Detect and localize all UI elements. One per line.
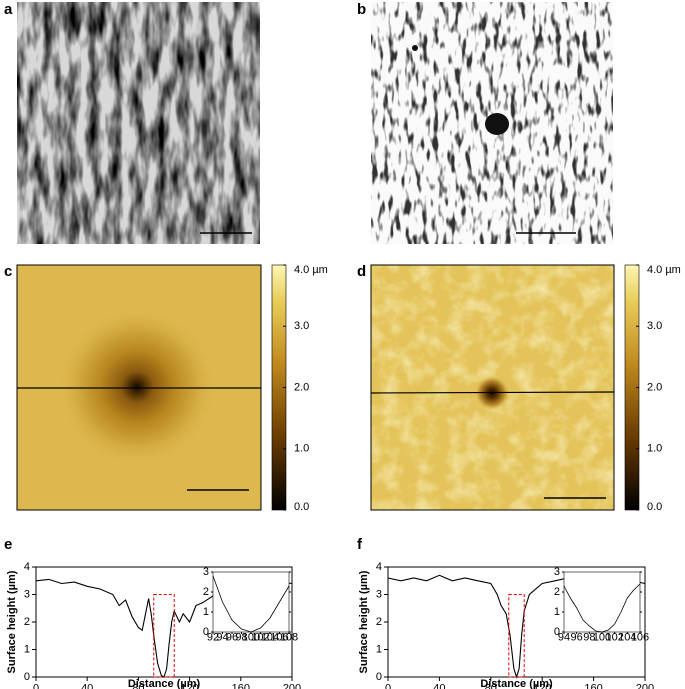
y-tick-label: 2 — [376, 616, 382, 628]
profile — [212, 575, 290, 633]
x-tick-label: 104 — [618, 631, 636, 643]
y-tick-label: 0 — [554, 626, 560, 638]
zoom-box — [508, 594, 525, 678]
frame — [370, 264, 615, 511]
pit — [412, 45, 418, 51]
x-tick-label: 120 — [533, 683, 551, 689]
panel-label: c — [4, 263, 12, 280]
x-tick-label: 102 — [605, 631, 623, 643]
colorbar-label: 3.0 — [294, 320, 309, 332]
panel-label: a — [4, 1, 13, 18]
x-tick-label: 94 — [558, 631, 570, 643]
y-tick-label: 1 — [203, 606, 209, 618]
x-tick-label: 40 — [433, 683, 445, 689]
y-tick-label: 1 — [554, 606, 560, 618]
x-tick-label: 100 — [593, 631, 611, 643]
zoom-box — [153, 594, 175, 678]
x-tick-label: 102 — [251, 631, 269, 643]
x-tick-label: 160 — [584, 683, 602, 689]
colorbar-label: 1.0 — [294, 443, 309, 455]
y-tick-label: 3 — [203, 566, 209, 578]
y-tick-label: 2 — [554, 586, 560, 598]
y-tick-label: 4 — [24, 561, 30, 573]
x-tick-label: 200 — [636, 683, 654, 689]
panel-label: f — [357, 536, 363, 553]
colorbar-label: 0.0 — [647, 501, 662, 513]
x-tick-label: 200 — [283, 683, 301, 689]
x-tick-label: 96 — [571, 631, 583, 643]
x-tick-label: 92 — [207, 631, 219, 643]
y-tick-label: 3 — [376, 588, 382, 600]
y-tick-label: 3 — [554, 566, 560, 578]
x-tick-label: 160 — [232, 683, 250, 689]
x-tick-label: 80 — [132, 683, 144, 689]
x-tick-label: 120 — [180, 683, 198, 689]
colorbar-label: 0.0 — [294, 501, 309, 513]
colorbar-label: 3.0 — [647, 320, 662, 332]
x-tick-label: 100 — [242, 631, 260, 643]
x-axis-label: Distance (µm) — [480, 678, 553, 689]
x-tick-label: 106 — [270, 631, 288, 643]
x-tick-label: 40 — [81, 683, 93, 689]
colorbar-label: 4.0 µm — [647, 264, 681, 276]
inset-frame — [212, 571, 290, 633]
y-tick-label: 1 — [24, 643, 30, 655]
panel-label: e — [4, 536, 12, 553]
profile-line — [370, 391, 615, 394]
y-tick-label: 2 — [24, 616, 30, 628]
x-tick-label: 94 — [216, 631, 228, 643]
x-tick-label: 98 — [583, 631, 595, 643]
panel-label: b — [357, 1, 366, 18]
x-tick-label: 98 — [235, 631, 247, 643]
x-tick-label: 0 — [33, 683, 39, 689]
y-axis-label: Surface height (µm) — [6, 570, 18, 673]
panel-label: d — [357, 263, 366, 280]
colorbar-label: 2.0 — [294, 381, 309, 393]
pit-region — [57, 307, 217, 467]
x-axis-label: Distance (µm) — [128, 678, 201, 689]
micrograph-texture — [17, 2, 260, 244]
colorbar-label: 1.0 — [647, 443, 662, 455]
y-tick-label: 0 — [376, 671, 382, 683]
y-axis-label: Surface height (µm) — [358, 570, 370, 673]
colorbar-label: 2.0 — [647, 381, 662, 393]
y-tick-label: 0 — [203, 626, 209, 638]
y-tick-label: 3 — [24, 588, 30, 600]
x-tick-label: 108 — [280, 631, 298, 643]
y-tick-label: 4 — [376, 561, 382, 573]
inset-frame — [563, 571, 641, 633]
x-tick-label: 106 — [631, 631, 649, 643]
x-tick-label: 0 — [385, 683, 391, 689]
y-tick-label: 1 — [376, 643, 382, 655]
y-tick-label: 0 — [24, 671, 30, 683]
x-tick-label: 104 — [261, 631, 279, 643]
colorbar-label: 4.0 µm — [294, 264, 328, 276]
x-tick-label: 96 — [226, 631, 238, 643]
pit — [485, 113, 509, 135]
profile — [563, 583, 641, 633]
y-tick-label: 2 — [203, 586, 209, 598]
x-tick-label: 80 — [485, 683, 497, 689]
